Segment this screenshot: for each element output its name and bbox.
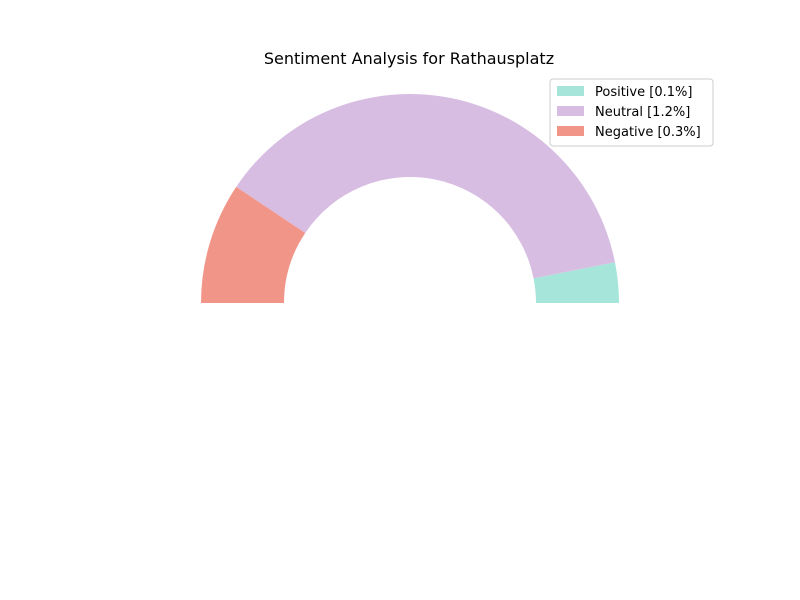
legend-label-neutral: Neutral [1.2%] <box>595 105 690 120</box>
legend-swatch-positive <box>557 86 584 96</box>
legend-swatch-negative <box>557 126 584 136</box>
slice-negative <box>201 186 306 303</box>
chart-title: Sentiment Analysis for Rathausplatz <box>264 49 554 68</box>
legend-frame <box>549 78 714 147</box>
legend: Positive [0.1%] Neutral [1.2%] Negative … <box>549 78 714 147</box>
slice-positive <box>533 262 619 303</box>
legend-label-negative: Negative [0.3%] <box>595 125 701 140</box>
donut-slices <box>201 93 619 303</box>
slice-neutral <box>236 93 615 279</box>
legend-swatch-neutral <box>557 106 584 116</box>
legend-label-positive: Positive [0.1%] <box>595 85 692 100</box>
